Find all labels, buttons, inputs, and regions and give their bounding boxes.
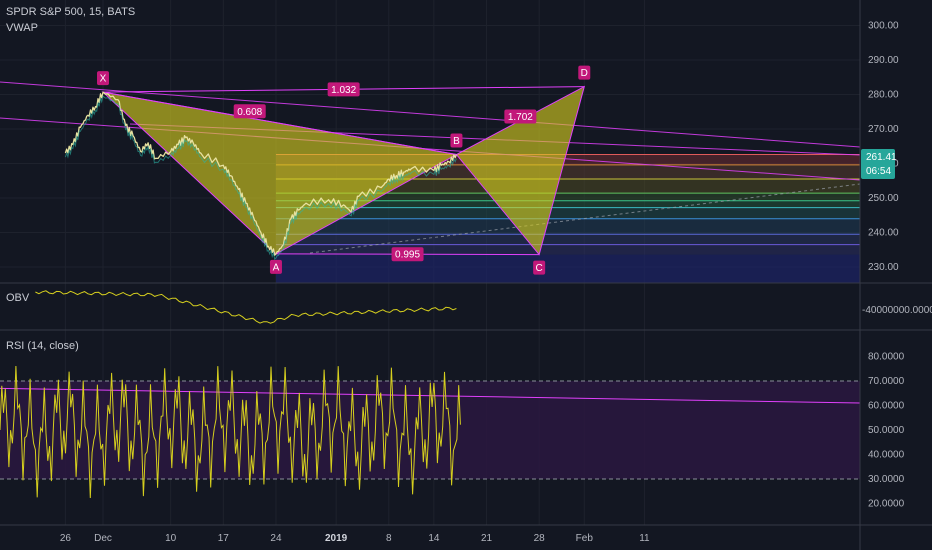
- pattern-ratio-box[interactable]: [391, 247, 424, 262]
- rsi-tick-label: 50.0000: [868, 425, 905, 436]
- fib-band: [275, 207, 861, 219]
- price-tick-label: 240.00: [868, 228, 899, 239]
- pattern-ratio-label: 1.702: [508, 112, 533, 123]
- rsi-legend[interactable]: RSI (14, close): [6, 340, 79, 352]
- price-tick-label: 290.00: [868, 55, 899, 66]
- time-tick-label: 14: [428, 533, 440, 544]
- rsi-tick-label: 80.0000: [868, 352, 905, 363]
- pattern-ratio-line[interactable]: [102, 91, 457, 156]
- price-tick-label: 270.00: [868, 124, 899, 135]
- rsi-tick-label: 70.0000: [868, 376, 905, 387]
- rsi-tick-label: 20.0000: [868, 499, 905, 510]
- time-tick-label: 28: [534, 533, 546, 544]
- time-tick-label: 10: [165, 533, 177, 544]
- price-line: [64, 91, 458, 261]
- rsi-panel: [0, 365, 861, 499]
- rsi-tick-label: 30.0000: [868, 474, 905, 485]
- price-tick-label: 230.00: [868, 262, 899, 273]
- fib-band: [275, 200, 861, 208]
- price-tick-label: 300.00: [868, 21, 899, 32]
- fib-band: [275, 154, 861, 165]
- symbol-title[interactable]: SPDR S&P 500, 15, BATS: [6, 6, 136, 18]
- fib-band: [275, 234, 861, 245]
- pattern-labels[interactable]: X A B C D 1.032 0.608 1.702 0.995: [97, 65, 591, 275]
- time-tick-label: 21: [481, 533, 493, 544]
- time-tick-label: Dec: [94, 533, 112, 544]
- fib-levels: [275, 154, 861, 283]
- fib-band: [275, 218, 861, 235]
- rsi-tick-label: 40.0000: [868, 450, 905, 461]
- time-tick-label: 24: [270, 533, 282, 544]
- pattern-point-box[interactable]: [269, 259, 282, 274]
- price-badge-countdown: 06:54: [866, 166, 891, 177]
- pattern-point-label: C: [536, 263, 543, 274]
- time-tick-label: 17: [218, 533, 230, 544]
- price-tick-label: 250.00: [868, 193, 899, 204]
- pattern-point-label: A: [273, 262, 280, 273]
- time-axis[interactable]: 26 Dec 10 17 24 2019 8 14 21 28 Feb 11: [60, 533, 650, 544]
- price-axis[interactable]: 230.00240.00250.00260.00270.00280.00290.…: [862, 21, 932, 510]
- time-tick-label: 26: [60, 533, 72, 544]
- pattern-ratio-label: 0.995: [395, 250, 420, 261]
- trend-line[interactable]: [309, 183, 861, 254]
- time-tick-label: 11: [639, 533, 650, 544]
- pattern-ratio-label: 0.608: [237, 107, 262, 118]
- price-series[interactable]: [64, 91, 458, 256]
- obv-series[interactable]: [35, 290, 457, 324]
- vwap-series[interactable]: [64, 95, 457, 261]
- vwap-legend[interactable]: VWAP: [6, 22, 38, 34]
- rsi-series[interactable]: [0, 365, 461, 499]
- price-badge-value: 261.41: [866, 152, 897, 163]
- pattern-point-label: D: [581, 68, 588, 79]
- fib-band: [275, 244, 861, 255]
- trend-line[interactable]: [0, 81, 861, 148]
- obv-tick-label: -40000000.0000: [862, 305, 932, 316]
- time-tick-label: 2019: [325, 533, 348, 544]
- obv-legend[interactable]: OBV: [6, 292, 30, 304]
- pattern-ratio-box[interactable]: [233, 104, 266, 119]
- fib-band: [275, 179, 861, 194]
- fib-band: [275, 254, 861, 283]
- pattern-point-box[interactable]: [97, 71, 109, 86]
- pattern-point-box[interactable]: [578, 65, 591, 80]
- pattern-ratio-box[interactable]: [327, 82, 360, 97]
- fib-band: [275, 193, 861, 201]
- price-badge: [861, 149, 895, 179]
- pattern-point-label: B: [453, 136, 460, 147]
- time-tick-label: Feb: [576, 533, 594, 544]
- pattern-ratio-label: 1.032: [331, 85, 356, 96]
- pattern-ratio-box[interactable]: [504, 109, 537, 124]
- pattern-point-box[interactable]: [450, 133, 463, 148]
- pattern-point-label: X: [100, 74, 107, 85]
- price-tick-label: 280.00: [868, 90, 899, 101]
- time-tick-label: 8: [386, 533, 392, 544]
- rsi-tick-label: 60.0000: [868, 401, 905, 412]
- pattern-point-box[interactable]: [533, 260, 546, 275]
- obv-line: [35, 290, 457, 324]
